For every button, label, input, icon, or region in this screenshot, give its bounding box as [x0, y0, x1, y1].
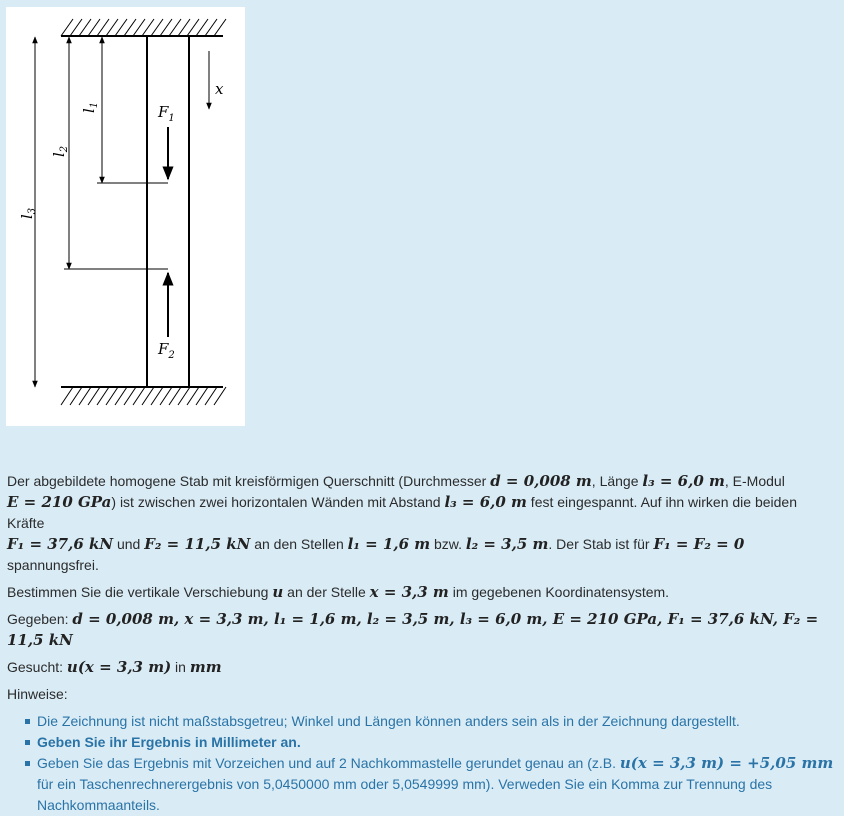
dimension-l1	[97, 36, 168, 184]
hint3-text-2: für ein Taschenrechnerergebnis von 5,045…	[37, 776, 773, 813]
intro-text-5: fest eingespannt. Auf ihn wirken die bei…	[7, 494, 797, 531]
hatch-line	[168, 386, 182, 406]
hatch-line	[195, 386, 209, 406]
hint-list: Die Zeichnung ist nicht maßstabsgetreu; …	[7, 711, 837, 816]
hint-item: Die Zeichnung ist nicht maßstabsgetreu; …	[25, 711, 837, 732]
sought-label: Gesucht:	[7, 659, 67, 675]
hatch-line	[177, 386, 191, 406]
length-value: l₃ = 6,0 m	[642, 472, 725, 490]
wall-distance-value: l₃ = 6,0 m	[444, 493, 527, 511]
top-wall	[60, 18, 227, 37]
hatch-line	[69, 386, 83, 406]
problem-text: Der abgebildete homogene Stab mit kreisf…	[7, 471, 837, 816]
rod-figure: x l1 l2 l3 F1 F2	[6, 7, 245, 426]
given-paragraph: Gegeben: d = 0,008 m, x = 3,3 m, l₁ = 1,…	[7, 609, 837, 651]
dimension-l2	[64, 36, 168, 270]
hatch-line	[96, 18, 110, 37]
hatch-line	[195, 18, 209, 37]
task-text-1: Bestimmen Sie die vertikale Verschiebung	[7, 584, 273, 600]
hatch-line	[96, 386, 110, 406]
given-label: Gegeben:	[7, 611, 73, 627]
hatch-line	[114, 18, 128, 37]
given-values: d = 0,008 m, x = 3,3 m, l₁ = 1,6 m, l₂ =…	[7, 610, 819, 649]
task-x-value: x = 3,3 m	[369, 583, 449, 601]
hatch-line	[204, 386, 218, 406]
bottom-wall	[60, 386, 227, 406]
hint-item: Geben Sie das Ergebnis mit Vorzeichen un…	[25, 753, 837, 816]
f1-label: F1	[157, 103, 175, 124]
hatch-line	[132, 386, 146, 406]
l1-value: l₁ = 1,6 m	[347, 535, 431, 553]
diameter-value: d = 0,008 m	[490, 472, 592, 490]
hatch-line	[141, 386, 155, 406]
f2-label: F2	[157, 340, 175, 361]
l1-label: l1	[80, 102, 100, 113]
hatch-line	[78, 18, 92, 37]
hatch-line	[114, 386, 128, 406]
hatch-line	[132, 18, 146, 37]
sought-quantity: u(x = 3,3 m)	[66, 658, 172, 676]
sought-unit: mm	[189, 658, 222, 676]
intro-text-4: ) ist zwischen zwei horizontalen Wänden …	[111, 494, 445, 510]
hatch-line	[141, 18, 155, 37]
hint3-example: u(x = 3,3 m) = +5,05 mm	[619, 754, 834, 772]
f1-value: F₁ = 37,6 kN	[7, 535, 114, 553]
intro-text-10: spannungsfrei.	[7, 557, 99, 573]
task-text-2: an der Stelle	[283, 584, 370, 600]
l2-label: l2	[50, 146, 70, 157]
intro-text-1: Der abgebildete homogene Stab mit kreisf…	[7, 473, 491, 489]
hatch-line	[105, 386, 119, 406]
modulus-value: E = 210 GPa	[7, 493, 112, 511]
l3-label: l3	[18, 208, 38, 219]
hatch-line	[87, 18, 101, 37]
intro-text-8: bzw.	[430, 536, 466, 552]
task-text-3: im gegebenen Koordinatensystem.	[448, 584, 670, 600]
rod-diagram: x l1 l2 l3 F1 F2	[18, 18, 227, 406]
hatch-line	[177, 18, 191, 37]
hatch-line	[105, 18, 119, 37]
hatch-line	[186, 386, 200, 406]
hatch-line	[213, 18, 227, 37]
hatch-line	[69, 18, 83, 37]
hatch-line	[60, 18, 74, 37]
x-label: x	[215, 80, 224, 98]
hints-heading: Hinweise:	[7, 686, 68, 702]
hatch-line	[123, 386, 137, 406]
intro-text-7: an den Stellen	[250, 536, 348, 552]
hint3-text-1: Geben Sie das Ergebnis mit Vorzeichen un…	[37, 755, 620, 771]
hatch-line	[150, 18, 164, 37]
hatch-line	[60, 386, 74, 406]
hatch-line	[204, 18, 218, 37]
intro-text-2: , Länge	[591, 473, 643, 489]
hatch-line	[168, 18, 182, 37]
hatch-line	[150, 386, 164, 406]
zero-force-condition: F₁ = F₂ = 0	[653, 535, 745, 553]
hatch-line	[159, 18, 173, 37]
hatch-line	[213, 386, 227, 406]
f2-value: F₂ = 11,5 kN	[144, 535, 251, 553]
task-paragraph: Bestimmen Sie die vertikale Verschiebung…	[7, 582, 837, 603]
intro-text-9: . Der Stab ist für	[548, 536, 654, 552]
intro-text-6: und	[113, 536, 145, 552]
task-u: u	[272, 583, 284, 601]
sought-paragraph: Gesucht: u(x = 3,3 m) in mm	[7, 657, 837, 678]
hatch-line	[123, 18, 137, 37]
hatch-line	[159, 386, 173, 406]
hatch-line	[87, 386, 101, 406]
l2-value: l₂ = 3,5 m	[465, 535, 549, 553]
hatch-line	[78, 386, 92, 406]
rod	[146, 36, 190, 387]
hatch-line	[186, 18, 200, 37]
intro-text-3: , E-Modul	[724, 473, 785, 489]
sought-text: in	[171, 659, 190, 675]
intro-paragraph: Der abgebildete homogene Stab mit kreisf…	[7, 471, 837, 576]
hint-item: Geben Sie ihr Ergebnis in Millimeter an.	[25, 732, 837, 753]
